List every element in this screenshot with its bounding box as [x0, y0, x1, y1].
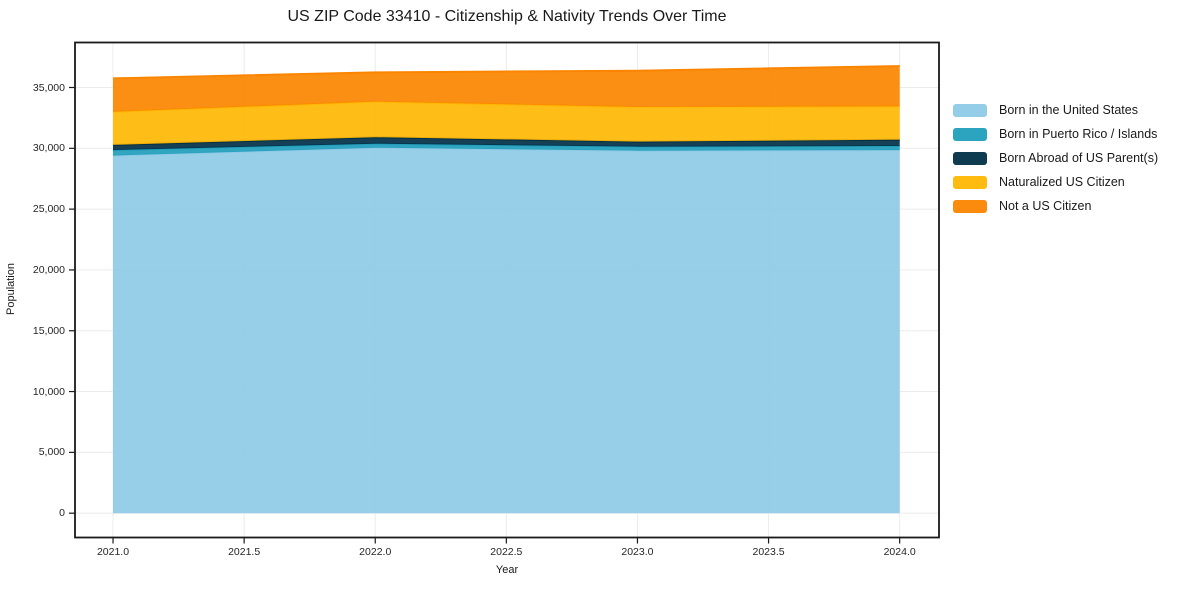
legend-item-label: Born in the United States	[999, 103, 1138, 117]
x-tick-label: 2021.5	[228, 545, 261, 558]
legend-item: Naturalized US Citizen	[953, 175, 1158, 189]
legend-swatch-icon	[953, 151, 987, 165]
y-tick-label: 10,000	[32, 385, 65, 398]
legend-swatch-icon	[953, 103, 987, 117]
legend-item-label: Born Abroad of US Parent(s)	[999, 151, 1159, 165]
area-edge	[112, 65, 900, 80]
legend-item-label: Not a US Citizen	[999, 199, 1092, 213]
area-born-in-the-united-states	[113, 147, 900, 514]
y-tick-label: 20,000	[32, 263, 65, 276]
x-tick-label: 2024.0	[883, 545, 916, 558]
legend: Born in the United States Born in Puerto …	[953, 103, 1159, 213]
chart-title: US ZIP Code 33410 - Citizenship & Nativi…	[287, 8, 727, 25]
legend-item: Born Abroad of US Parent(s)	[953, 151, 1158, 165]
x-tick-label: 2022.5	[490, 545, 523, 558]
x-tick-label: 2021.0	[96, 545, 130, 558]
plot-border	[74, 41, 940, 539]
area-naturalized-us-citizen	[113, 101, 900, 145]
y-tick-label: 0	[59, 507, 65, 520]
y-tick-label: 15,000	[32, 324, 65, 337]
legend-item-label: Naturalized US Citizen	[999, 175, 1125, 189]
legend-swatch-icon	[953, 175, 987, 189]
legend-item: Born in Puerto Rico / Islands	[953, 127, 1158, 141]
x-tick-label: 2023.5	[752, 545, 785, 558]
y-tick-label: 35,000	[32, 81, 65, 94]
legend-item-label: Born in Puerto Rico / Islands	[999, 127, 1158, 141]
legend-swatch-icon	[953, 199, 987, 213]
legend-swatch-icon	[953, 127, 987, 141]
x-tick-label: 2022.0	[359, 545, 392, 558]
y-tick-label: 25,000	[32, 203, 65, 216]
legend-item: Born in the United States	[953, 103, 1158, 117]
y-tick-label: 30,000	[32, 142, 65, 155]
area-not-a-us-citizen	[113, 66, 900, 112]
x-axis-label: Year	[495, 564, 519, 576]
area-born-abroad-of-us-parent-s-	[113, 137, 900, 151]
legend-item: Not a US Citizen	[953, 199, 1158, 213]
x-tick-label: 2023.0	[621, 545, 654, 558]
y-tick-label: 5,000	[38, 446, 65, 459]
